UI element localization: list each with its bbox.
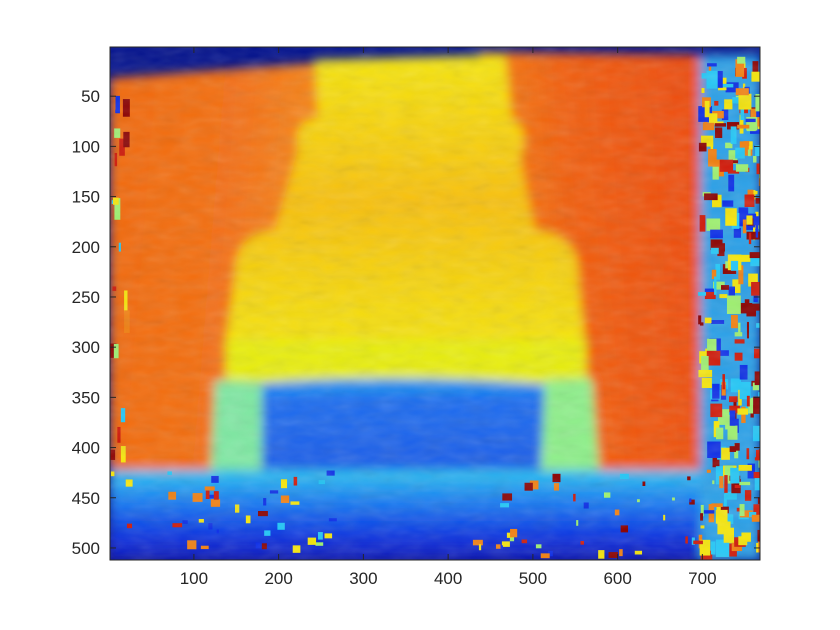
y-tick-label: 250 xyxy=(72,288,100,307)
x-tick-label: 400 xyxy=(434,569,462,588)
noise-speck xyxy=(758,178,760,186)
y-tick-label: 50 xyxy=(81,87,100,106)
noise-speck xyxy=(758,448,760,459)
heatmap-image xyxy=(110,47,760,560)
y-tick-label: 150 xyxy=(72,188,100,207)
noise-speck xyxy=(759,502,760,509)
y-tick-label: 400 xyxy=(72,439,100,458)
x-tick-label: 700 xyxy=(688,569,716,588)
y-tick-label: 350 xyxy=(72,388,100,407)
noise-speck xyxy=(759,436,760,443)
x-tick-label: 100 xyxy=(180,569,208,588)
y-axis: 50 100 150 200 250 300 350 400 450 500 xyxy=(72,87,760,558)
y-tick-label: 300 xyxy=(72,338,100,357)
noise-speck xyxy=(759,446,760,461)
x-tick-label: 200 xyxy=(264,569,292,588)
y-tick-label: 450 xyxy=(72,489,100,508)
plot-frame xyxy=(109,46,761,561)
y-tick-label: 500 xyxy=(72,539,100,558)
x-tick-label: 300 xyxy=(349,569,377,588)
y-tick-label: 200 xyxy=(72,238,100,257)
x-tick-label: 500 xyxy=(519,569,547,588)
x-tick-label: 600 xyxy=(603,569,631,588)
x-axis: 100 200 300 400 500 600 700 xyxy=(180,47,717,588)
y-tick-label: 100 xyxy=(72,137,100,156)
